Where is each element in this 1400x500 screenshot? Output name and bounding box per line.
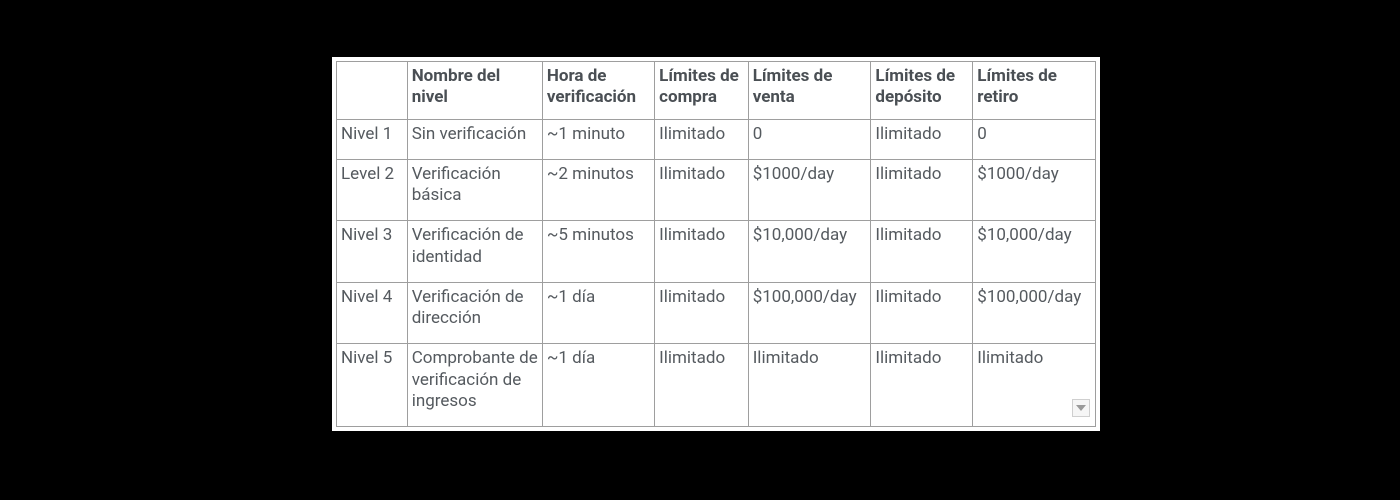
cell-withdraw: 0 <box>973 119 1096 159</box>
cell-sell: $100,000/day <box>748 282 871 344</box>
cell-name: Comprobante de verificación de ingresos <box>407 344 542 427</box>
cell-time: ~1 día <box>542 344 654 427</box>
cell-buy: Ilimitado <box>655 344 749 427</box>
col-header-time: Hora de verificación <box>542 62 654 120</box>
cell-sell: $1000/day <box>748 159 871 221</box>
cell-time: ~2 minutos <box>542 159 654 221</box>
cell-time: ~5 minutos <box>542 221 654 283</box>
cell-deposit: Ilimitado <box>871 221 973 283</box>
cell-deposit: Ilimitado <box>871 344 973 427</box>
cell-sell: 0 <box>748 119 871 159</box>
cell-sell: $10,000/day <box>748 221 871 283</box>
col-header-deposit: Límites de depósito <box>871 62 973 120</box>
cell-level: Level 2 <box>337 159 408 221</box>
cell-buy: Ilimitado <box>655 221 749 283</box>
cell-deposit: Ilimitado <box>871 119 973 159</box>
col-header-withdraw: Límites de retiro <box>973 62 1096 120</box>
table-row: Nivel 3 Verificación de identidad ~5 min… <box>337 221 1096 283</box>
table-row: Nivel 5 Comprobante de verificación de i… <box>337 344 1096 427</box>
cell-buy: Ilimitado <box>655 282 749 344</box>
chevron-down-icon <box>1076 405 1086 411</box>
cell-withdraw: $1000/day <box>973 159 1096 221</box>
cell-level: Nivel 4 <box>337 282 408 344</box>
cell-buy: Ilimitado <box>655 159 749 221</box>
col-header-name: Nombre del nivel <box>407 62 542 120</box>
page: Nombre del nivel Hora de verificación Lí… <box>0 0 1400 500</box>
cell-name: Verificación básica <box>407 159 542 221</box>
cell-time: ~1 día <box>542 282 654 344</box>
cell-level: Nivel 1 <box>337 119 408 159</box>
cell-withdraw: $100,000/day <box>973 282 1096 344</box>
cell-deposit: Ilimitado <box>871 159 973 221</box>
cell-level: Nivel 3 <box>337 221 408 283</box>
col-header-sell: Límites de venta <box>748 62 871 120</box>
col-header-level <box>337 62 408 120</box>
cell-sell: Ilimitado <box>748 344 871 427</box>
cell-deposit: Ilimitado <box>871 282 973 344</box>
table-row: Nivel 1 Sin verificación ~1 minuto Ilimi… <box>337 119 1096 159</box>
cell-name: Verificación de identidad <box>407 221 542 283</box>
table-row: Nivel 4 Verificación de dirección ~1 día… <box>337 282 1096 344</box>
cell-withdraw: $10,000/day <box>973 221 1096 283</box>
cell-buy: Ilimitado <box>655 119 749 159</box>
cell-name: Verificación de dirección <box>407 282 542 344</box>
cell-level: Nivel 5 <box>337 344 408 427</box>
verification-limits-table: Nombre del nivel Hora de verificación Lí… <box>336 61 1096 427</box>
scroll-down-button[interactable] <box>1072 399 1090 417</box>
cell-time: ~1 minuto <box>542 119 654 159</box>
cell-name: Sin verificación <box>407 119 542 159</box>
table-sheet: Nombre del nivel Hora de verificación Lí… <box>332 57 1100 431</box>
col-header-buy: Límites de compra <box>655 62 749 120</box>
table-header-row: Nombre del nivel Hora de verificación Lí… <box>337 62 1096 120</box>
table-row: Level 2 Verificación básica ~2 minutos I… <box>337 159 1096 221</box>
